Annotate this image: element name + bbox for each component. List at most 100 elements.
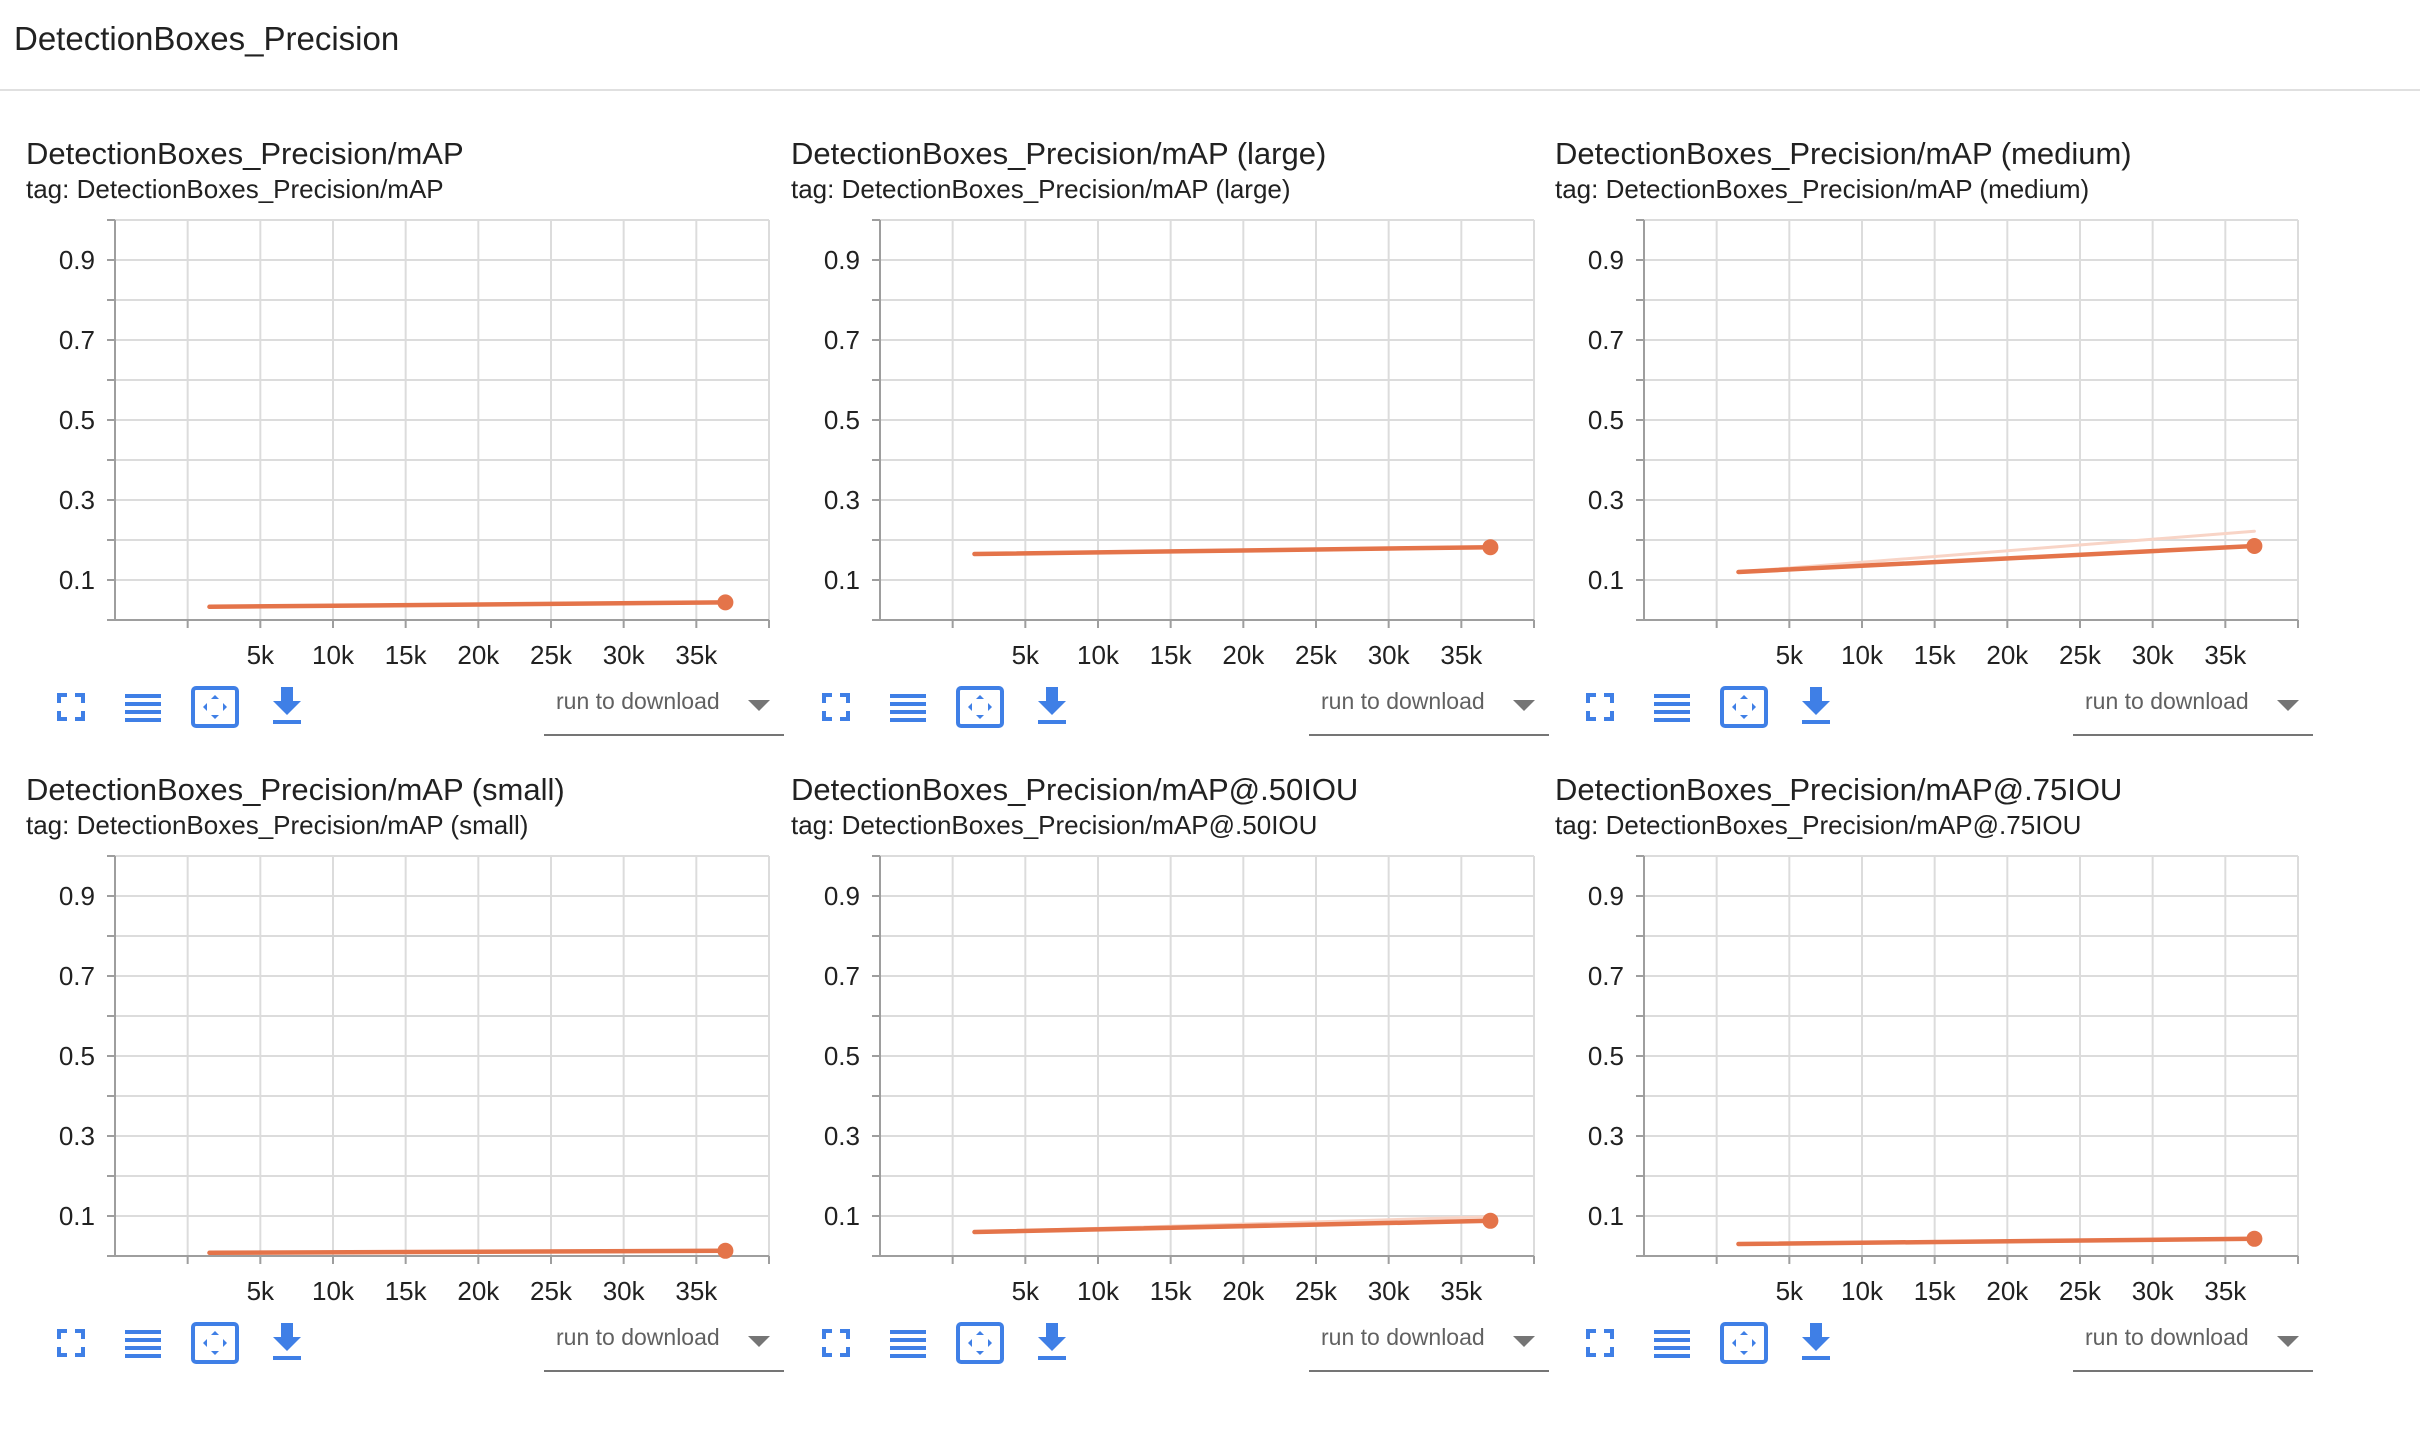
x-tick-label: 30k <box>1368 1276 1411 1306</box>
list-icon[interactable] <box>117 1317 169 1369</box>
chart-plot[interactable]: 0.9 0.7 0.5 0.3 0.1 5k 10k 15k 20k 25k 30k 35k <box>1543 855 2313 1456</box>
chart-title: DetectionBoxes_Precision/mAP (large) <box>791 136 1327 171</box>
series-endpoint[interactable] <box>1482 1212 1499 1229</box>
series-endpoint[interactable] <box>2246 538 2263 554</box>
fullscreen-icon[interactable] <box>1574 1317 1626 1369</box>
list-icon[interactable] <box>117 681 169 733</box>
y-tick-label: 0.9 <box>59 245 95 275</box>
download-icon[interactable] <box>1790 681 1842 733</box>
chart-card: DetectionBoxes_Precision/mAP@.75IOU tag: … <box>1543 772 2313 1372</box>
x-tick-label: 10k <box>312 1276 355 1306</box>
x-tick-label: 25k <box>1295 1276 1338 1306</box>
x-tick-label: 10k <box>1841 1276 1884 1306</box>
run-download-select[interactable]: run to download <box>1309 676 1549 736</box>
series-endpoint[interactable] <box>717 1242 734 1259</box>
x-tick-label: 25k <box>530 640 573 670</box>
fullscreen-icon[interactable] <box>1574 681 1626 733</box>
fullscreen-icon[interactable] <box>810 681 862 733</box>
x-tick-label: 25k <box>2059 1276 2102 1306</box>
series-line <box>972 544 1493 557</box>
x-tick-label: 35k <box>675 640 718 670</box>
x-tick-label: 15k <box>385 1276 428 1306</box>
series-endpoint[interactable] <box>717 594 734 611</box>
chevron-down-icon[interactable] <box>2277 700 2299 711</box>
list-icon[interactable] <box>882 681 934 733</box>
y-tick-label: 0.3 <box>1588 1121 1624 1151</box>
download-icon[interactable] <box>1026 1317 1078 1369</box>
chart-tag: tag: DetectionBoxes_Precision/mAP@.50IOU <box>791 810 1318 840</box>
fit-domain-icon[interactable] <box>954 1317 1006 1369</box>
chevron-down-icon[interactable] <box>1513 700 1535 711</box>
fullscreen-icon[interactable] <box>45 681 97 733</box>
chevron-down-icon[interactable] <box>1513 1336 1535 1347</box>
fit-domain-icon[interactable] <box>954 681 1006 733</box>
x-tick-label: 35k <box>675 1276 718 1306</box>
x-tick-label: 10k <box>312 640 355 670</box>
x-tick-label: 5k <box>1776 640 1804 670</box>
list-icon[interactable] <box>1646 681 1698 733</box>
chart-title: DetectionBoxes_Precision/mAP@.75IOU <box>1555 772 2123 807</box>
series-endpoint[interactable] <box>1482 539 1499 556</box>
run-select-placeholder: run to download <box>2085 688 2249 714</box>
download-icon[interactable] <box>1026 681 1078 733</box>
x-tick-label: 20k <box>457 640 500 670</box>
chart-tag: tag: DetectionBoxes_Precision/mAP (mediu… <box>1555 174 2090 204</box>
x-tick-label: 30k <box>603 640 646 670</box>
y-tick-label: 0.5 <box>1588 1041 1624 1071</box>
section-title: DetectionBoxes_Precision <box>14 20 400 57</box>
download-icon[interactable] <box>1790 1317 1842 1369</box>
chart-title: DetectionBoxes_Precision/mAP@.50IOU <box>791 772 1359 807</box>
download-icon[interactable] <box>261 1317 313 1369</box>
x-tick-label: 15k <box>1150 1276 1193 1306</box>
x-tick-label: 20k <box>1222 640 1265 670</box>
y-tick-label: 0.1 <box>59 1201 95 1231</box>
fit-domain-icon[interactable] <box>189 681 241 733</box>
chart-plot[interactable]: 0.9 0.7 0.5 0.3 0.1 5k 10k 15k 20k 25k 30k 35k <box>779 219 1549 820</box>
run-download-select[interactable]: run to download <box>2073 676 2313 736</box>
download-icon[interactable] <box>261 681 313 733</box>
fit-domain-icon[interactable] <box>1718 1317 1770 1369</box>
y-tick-label: 0.5 <box>59 405 95 435</box>
fullscreen-icon[interactable] <box>45 1317 97 1369</box>
chart-plot[interactable]: 0.9 0.7 0.5 0.3 0.1 5k 10k 15k 20k 25k 30k 35k <box>1543 219 2313 820</box>
series-line <box>1736 1236 2257 1247</box>
chart-tag: tag: DetectionBoxes_Precision/mAP (small… <box>26 810 529 840</box>
y-tick-label: 0.7 <box>1588 961 1624 991</box>
chart-plot[interactable]: 0.9 0.7 0.5 0.3 0.1 5k 10k 15k 20k 25k 30k 35k <box>14 219 784 820</box>
run-download-select[interactable]: run to download <box>544 1312 784 1372</box>
chart-title: DetectionBoxes_Precision/mAP <box>26 136 464 171</box>
x-tick-label: 35k <box>2204 1276 2247 1306</box>
y-tick-label: 0.1 <box>1588 1201 1624 1231</box>
fit-domain-icon[interactable] <box>1718 681 1770 733</box>
x-tick-label: 25k <box>1295 640 1338 670</box>
run-download-select[interactable]: run to download <box>2073 1312 2313 1372</box>
x-tick-label: 20k <box>1222 1276 1265 1306</box>
fullscreen-icon[interactable] <box>810 1317 862 1369</box>
series-endpoint[interactable] <box>2246 1230 2263 1247</box>
list-icon[interactable] <box>1646 1317 1698 1369</box>
chart-plot[interactable]: 0.9 0.7 0.5 0.3 0.1 5k 10k 15k 20k 25k 30k 35k <box>779 855 1549 1456</box>
y-tick-label: 0.5 <box>824 1041 860 1071</box>
run-select-placeholder: run to download <box>556 1324 720 1350</box>
fit-domain-icon[interactable] <box>189 1317 241 1369</box>
chevron-down-icon[interactable] <box>2277 1336 2299 1347</box>
chart-plot[interactable]: 0.9 0.7 0.5 0.3 0.1 5k 10k 15k 20k 25k 30k 35k <box>14 855 784 1456</box>
x-tick-label: 10k <box>1077 1276 1120 1306</box>
list-icon[interactable] <box>882 1317 934 1369</box>
run-download-select[interactable]: run to download <box>1309 1312 1549 1372</box>
x-tick-label: 15k <box>1150 640 1193 670</box>
series-line <box>1736 543 2257 575</box>
chevron-down-icon[interactable] <box>748 1336 770 1347</box>
x-tick-label: 5k <box>247 1276 275 1306</box>
chart-tag: tag: DetectionBoxes_Precision/mAP@.75IOU <box>1555 810 2082 840</box>
chart-card: DetectionBoxes_Precision/mAP (large) tag:… <box>779 136 1549 736</box>
chart-card: DetectionBoxes_Precision/mAP (medium) tag… <box>1543 136 2313 736</box>
x-tick-label: 35k <box>2204 640 2247 670</box>
chart-title: DetectionBoxes_Precision/mAP (small) <box>26 772 565 807</box>
run-download-select[interactable]: run to download <box>544 676 784 736</box>
chevron-down-icon[interactable] <box>748 700 770 711</box>
x-tick-label: 20k <box>1986 640 2029 670</box>
chart-title: DetectionBoxes_Precision/mAP (medium) <box>1555 136 2132 171</box>
y-tick-label: 0.1 <box>59 565 95 595</box>
x-tick-label: 15k <box>1914 1276 1957 1306</box>
